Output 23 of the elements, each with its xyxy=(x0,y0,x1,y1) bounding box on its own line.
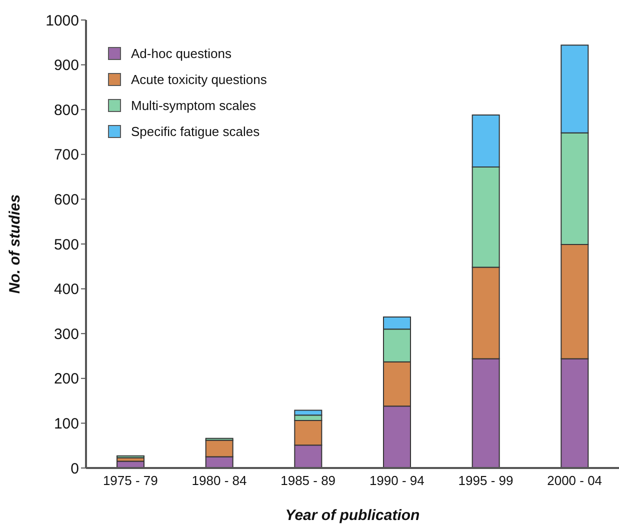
x-tick-label: 1990 - 94 xyxy=(369,473,424,488)
x-tick-label: 1975 - 79 xyxy=(102,473,158,488)
y-tick-label: 0 xyxy=(70,460,79,478)
y-tick-label: 1000 xyxy=(46,12,79,30)
y-tick-label: 900 xyxy=(54,57,79,74)
y-tick-label: 200 xyxy=(54,370,79,388)
x-axis-title: Year of publication xyxy=(285,507,420,524)
y-tick-label: 700 xyxy=(54,146,79,164)
legend-label: Acute toxicity questions xyxy=(131,72,267,86)
x-tick-label: 1995 - 99 xyxy=(458,473,514,488)
y-tick-label: 800 xyxy=(54,102,79,119)
y-tick-label: 300 xyxy=(54,326,79,343)
y-tick-label: 500 xyxy=(54,236,79,254)
legend-label: Ad-hoc questions xyxy=(131,46,232,60)
x-tick-label: 2000 - 04 xyxy=(547,473,602,488)
x-tick-label: 1985 - 89 xyxy=(280,473,336,488)
x-tick-label: 1980 - 84 xyxy=(192,473,247,488)
y-tick-label: 400 xyxy=(54,281,79,298)
legend-label: Multi-symptom scales xyxy=(131,98,256,112)
y-tick-label: 100 xyxy=(54,416,79,433)
y-tick-label: 600 xyxy=(54,192,79,209)
legend-label: Specific fatigue scales xyxy=(131,124,260,138)
y-axis-title: No. of studies xyxy=(6,194,24,294)
